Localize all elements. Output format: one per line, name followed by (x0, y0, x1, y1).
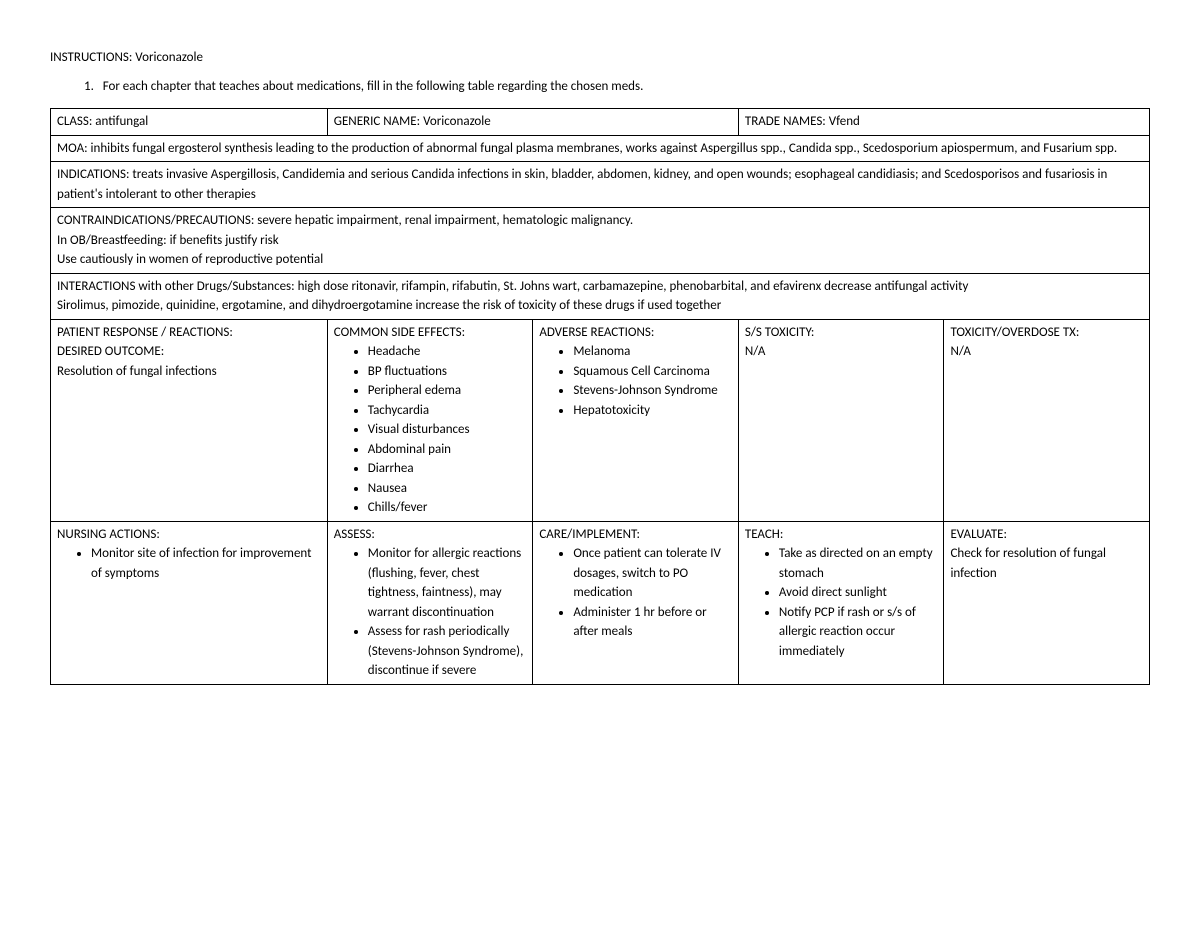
table-row: CONTRAINDICATIONS/PRECAUTIONS: severe he… (51, 208, 1150, 274)
interactions-line1: high dose ritonavir, rifampin, rifabutin… (298, 279, 969, 294)
care-label: CARE/IMPLEMENT: (539, 527, 640, 542)
overdose-label: TOXICITY/OVERDOSE TX: (950, 325, 1079, 340)
evaluate-label: EVALUATE: (950, 527, 1007, 542)
list-item: Squamous Cell Carcinoma (573, 362, 732, 382)
class-value: antifungal (95, 114, 148, 129)
adverse-list: MelanomaSquamous Cell CarcinomaStevens-J… (539, 342, 732, 420)
overdose-text: N/A (950, 344, 970, 359)
instructions-label: INSTRUCTIONS: (50, 50, 132, 65)
list-item: Tachycardia (368, 401, 527, 421)
interactions-line2: Sirolimus, pimozide, quinidine, ergotami… (57, 298, 721, 313)
list-item: Monitor for allergic reactions (flushing… (368, 544, 527, 622)
list-item: Visual disturbances (368, 420, 527, 440)
ss-toxicity-text: N/A (745, 344, 765, 359)
list-item: Peripheral edema (368, 381, 527, 401)
list-item: Hepatotoxicity (573, 401, 732, 421)
list-item: Avoid direct sunlight (779, 583, 938, 603)
side-effects-cell: COMMON SIDE EFFECTS: HeadacheBP fluctuat… (327, 319, 533, 521)
list-item: Melanoma (573, 342, 732, 362)
list-item: Administer 1 hr before or after meals (573, 603, 732, 642)
medication-table: CLASS: antifungal GENERIC NAME: Voricona… (50, 108, 1150, 685)
generic-label: GENERIC NAME: (334, 114, 420, 129)
trade-value: Vfend (829, 114, 860, 129)
instructions-value: Voriconazole (135, 50, 203, 65)
patient-response-cell: PATIENT RESPONSE / REACTIONS: DESIRED OU… (51, 319, 328, 521)
list-item: Diarrhea (368, 459, 527, 479)
table-row: NURSING ACTIONS: Monitor site of infecti… (51, 521, 1150, 684)
nursing-actions-cell: NURSING ACTIONS: Monitor site of infecti… (51, 521, 328, 684)
teach-label: TEACH: (745, 527, 783, 542)
indications-label: INDICATIONS: (57, 167, 129, 182)
table-row: MOA: inhibits fungal ergosterol synthesi… (51, 135, 1150, 162)
interactions-label: INTERACTIONS with other Drugs/Substances… (57, 279, 295, 294)
care-list: Once patient can tolerate IV dosages, sw… (539, 544, 732, 642)
numbered-instruction: 1. For each chapter that teaches about m… (84, 79, 1150, 94)
trade-label: TRADE NAMES: (745, 114, 826, 129)
interactions-cell: INTERACTIONS with other Drugs/Substances… (51, 273, 1150, 319)
list-item: Take as directed on an empty stomach (779, 544, 938, 583)
ss-toxicity-cell: S/S TOXICITY: N/A (738, 319, 944, 521)
list-item: Abdominal pain (368, 440, 527, 460)
overdose-cell: TOXICITY/OVERDOSE TX: N/A (944, 319, 1150, 521)
contra-line2: In OB/Breastfeeding: if benefits justify… (57, 233, 279, 248)
moa-label: MOA: (57, 141, 88, 156)
ss-toxicity-label: S/S TOXICITY: (745, 325, 814, 340)
numbered-text: For each chapter that teaches about medi… (103, 79, 644, 94)
list-item: BP fluctuations (368, 362, 527, 382)
assess-cell: ASSESS: Monitor for allergic reactions (… (327, 521, 533, 684)
table-row: PATIENT RESPONSE / REACTIONS: DESIRED OU… (51, 319, 1150, 521)
class-label: CLASS: (57, 114, 92, 129)
trade-cell: TRADE NAMES: Vfend (738, 109, 1149, 136)
teach-list: Take as directed on an empty stomachAvoi… (745, 544, 938, 661)
desired-outcome-label: DESIRED OUTCOME: (57, 344, 164, 359)
side-effects-list: HeadacheBP fluctuationsPeripheral edemaT… (334, 342, 527, 518)
list-item: Headache (368, 342, 527, 362)
generic-cell: GENERIC NAME: Voriconazole (327, 109, 738, 136)
adverse-label: ADVERSE REACTIONS: (539, 325, 654, 340)
indications-text: treats invasive Aspergillosis, Candidemi… (57, 167, 1107, 202)
evaluate-text: Check for resolution of fungal infection (950, 546, 1106, 581)
nursing-label: NURSING ACTIONS: (57, 527, 160, 542)
adverse-reactions-cell: ADVERSE REACTIONS: MelanomaSquamous Cell… (533, 319, 739, 521)
list-item: Assess for rash periodically (Stevens-Jo… (368, 622, 527, 681)
care-cell: CARE/IMPLEMENT: Once patient can tolerat… (533, 521, 739, 684)
contra-line1: severe hepatic impairment, renal impairm… (257, 213, 633, 228)
patient-response-label: PATIENT RESPONSE / REACTIONS: (57, 325, 233, 340)
contraindications-cell: CONTRAINDICATIONS/PRECAUTIONS: severe he… (51, 208, 1150, 274)
list-item: Monitor site of infection for improvemen… (91, 544, 321, 583)
contra-line3: Use cautiously in women of reproductive … (57, 252, 323, 267)
table-row: CLASS: antifungal GENERIC NAME: Voricona… (51, 109, 1150, 136)
table-row: INDICATIONS: treats invasive Aspergillos… (51, 162, 1150, 208)
list-item: Stevens-Johnson Syndrome (573, 381, 732, 401)
moa-cell: MOA: inhibits fungal ergosterol synthesi… (51, 135, 1150, 162)
list-item: Notify PCP if rash or s/s of allergic re… (779, 603, 938, 662)
list-item: Nausea (368, 479, 527, 499)
assess-list: Monitor for allergic reactions (flushing… (334, 544, 527, 681)
list-item: Once patient can tolerate IV dosages, sw… (573, 544, 732, 603)
nursing-list: Monitor site of infection for improvemen… (57, 544, 321, 583)
indications-cell: INDICATIONS: treats invasive Aspergillos… (51, 162, 1150, 208)
assess-label: ASSESS: (334, 527, 375, 542)
desired-outcome-text: Resolution of fungal infections (57, 364, 217, 379)
table-row: INTERACTIONS with other Drugs/Substances… (51, 273, 1150, 319)
evaluate-cell: EVALUATE: Check for resolution of fungal… (944, 521, 1150, 684)
teach-cell: TEACH: Take as directed on an empty stom… (738, 521, 944, 684)
class-cell: CLASS: antifungal (51, 109, 328, 136)
contra-label: CONTRAINDICATIONS/PRECAUTIONS: (57, 213, 254, 228)
instructions-line: INSTRUCTIONS: Voriconazole (50, 50, 1150, 65)
moa-text: inhibits fungal ergosterol synthesis lea… (91, 141, 1118, 156)
list-item: Chills/fever (368, 498, 527, 518)
side-effects-label: COMMON SIDE EFFECTS: (334, 325, 465, 340)
generic-value: Voriconazole (423, 114, 491, 129)
